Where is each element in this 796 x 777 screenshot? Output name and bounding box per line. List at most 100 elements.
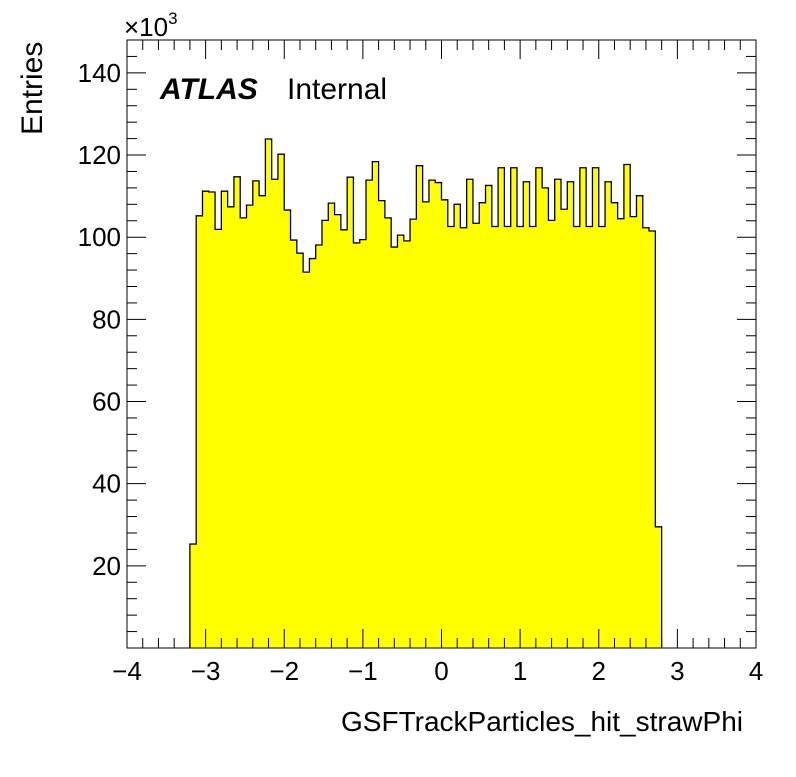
hist-bin — [410, 219, 417, 649]
hist-bin — [347, 177, 354, 648]
hist-bin — [296, 253, 304, 648]
hist-bin — [271, 179, 279, 648]
hist-bin — [384, 217, 392, 648]
histogram-bars — [189, 138, 663, 649]
hist-bin — [561, 209, 568, 648]
hist-bin — [535, 167, 543, 648]
hist-bin — [611, 202, 619, 648]
hist-bin — [542, 187, 549, 648]
hist-bin — [265, 139, 273, 648]
hist-bin — [303, 272, 310, 648]
y-tick-label: 80 — [92, 304, 121, 334]
hist-bin — [196, 215, 203, 648]
hist-bin — [359, 239, 367, 648]
experiment-label: ATLAS — [159, 73, 258, 106]
x-tick-label: −1 — [348, 656, 378, 686]
axis-ticks — [126, 39, 757, 648]
hist-bin — [548, 220, 556, 648]
x-tick-label: −2 — [269, 656, 299, 686]
y-tick-label: 20 — [92, 551, 121, 581]
hist-bin — [649, 231, 656, 648]
hist-bin — [321, 220, 329, 648]
hist-bin — [284, 210, 291, 648]
hist-bin — [498, 167, 505, 648]
hist-bin — [221, 191, 229, 648]
hist-bin — [573, 226, 581, 648]
hist-bin — [491, 226, 499, 648]
hist-bin — [240, 217, 247, 648]
hist-bin — [554, 179, 562, 648]
hist-bin — [372, 161, 379, 648]
hist-bin — [655, 526, 663, 648]
y-axis-title: Entries — [16, 42, 49, 135]
y-tick-label: 120 — [78, 140, 121, 170]
hist-bin — [227, 206, 235, 649]
hist-bin — [246, 205, 254, 648]
x-tick-label: 2 — [592, 656, 606, 686]
hist-bin — [353, 242, 361, 648]
hist-bin — [598, 226, 606, 648]
hist-bin — [340, 229, 348, 649]
x-tick-label: 3 — [670, 656, 684, 686]
y-tick-label: 100 — [78, 222, 121, 252]
hist-bin — [479, 202, 486, 648]
hist-bin — [472, 223, 480, 648]
x-axis-title: GSFTrackParticles_hit_strawPhi — [341, 706, 743, 737]
y-tick-label: 140 — [78, 58, 121, 88]
hist-outline — [189, 138, 663, 648]
hist-bin — [215, 229, 222, 648]
x-tick-label: 1 — [513, 656, 527, 686]
hist-bin — [378, 200, 386, 648]
x-tick-label: −3 — [191, 656, 221, 686]
y-tick-label: 60 — [92, 387, 121, 417]
tick-labels: −4 −3 −2 −1 0 1 2 3 4 20 40 60 80 100 120 140 — [78, 58, 764, 686]
hist-bin — [516, 226, 524, 648]
hist-bin — [460, 227, 468, 649]
hist-bin — [366, 180, 373, 648]
hist-bin — [397, 235, 405, 648]
hist-bin — [208, 192, 216, 648]
y-multiplier-label: ×103 — [124, 9, 178, 42]
hist-bin — [403, 240, 411, 648]
hist-bin — [428, 180, 436, 648]
hist-bin — [523, 181, 530, 649]
hist-bin — [259, 195, 266, 648]
hist-bin — [586, 226, 593, 648]
hist-bin — [233, 176, 241, 649]
hist-bin — [447, 226, 455, 648]
hist-bin — [202, 191, 210, 648]
hist-bin — [642, 227, 650, 649]
hist-bin — [636, 195, 644, 648]
hist-bin — [422, 201, 430, 649]
hist-bin — [567, 181, 574, 649]
hist-bin — [623, 164, 631, 649]
hist-bin — [315, 244, 323, 649]
hist-bin — [416, 165, 424, 648]
status-label: Internal — [287, 73, 387, 106]
hist-bin — [485, 185, 493, 648]
y-tick-label: 40 — [92, 469, 121, 499]
x-tick-label: 4 — [749, 656, 763, 686]
hist-bin — [328, 203, 335, 648]
hist-bin — [579, 167, 587, 648]
hist-bin — [290, 240, 298, 648]
hist-bin — [510, 167, 518, 648]
x-tick-label: 0 — [434, 656, 448, 686]
hist-bin — [617, 218, 625, 648]
hist-bin — [454, 204, 461, 648]
hist-bin — [466, 179, 474, 648]
hist-bin — [441, 199, 449, 648]
hist-bin — [189, 544, 197, 648]
hist-bin — [252, 180, 260, 648]
hist-bin — [309, 258, 317, 648]
hist-bin — [592, 167, 600, 648]
hist-bin — [630, 216, 637, 648]
hist-bin — [391, 247, 398, 649]
hist-bin — [529, 226, 537, 648]
hist-bin — [504, 226, 512, 648]
hist-bin — [605, 181, 612, 649]
x-tick-label: −4 — [112, 656, 142, 686]
hist-bin — [334, 214, 342, 648]
